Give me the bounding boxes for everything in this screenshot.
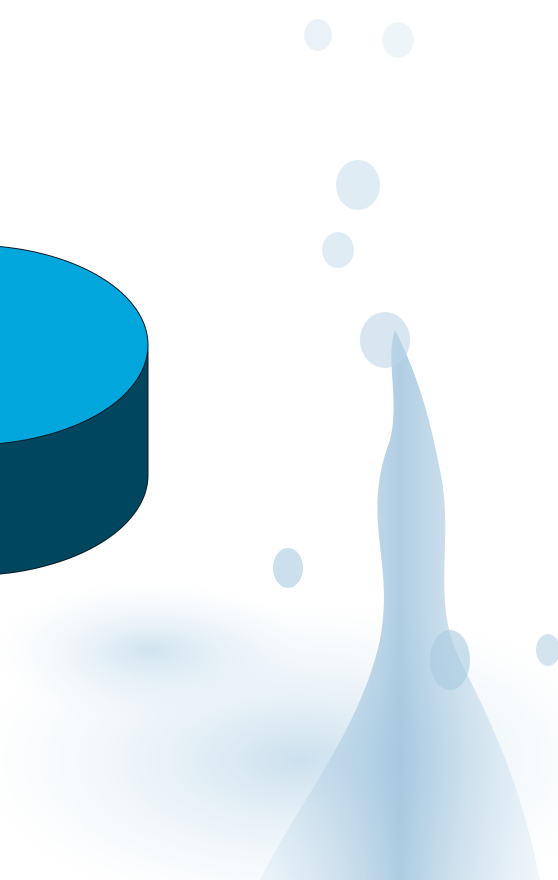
droplet <box>360 312 410 368</box>
water-splash <box>0 19 558 880</box>
droplet <box>304 19 332 51</box>
cylinder-disc <box>0 246 149 575</box>
droplet <box>430 630 470 690</box>
droplet <box>322 232 354 268</box>
cylinder-top <box>0 246 149 444</box>
splash-wave <box>0 580 310 720</box>
droplet <box>336 160 380 210</box>
splash-column <box>260 330 540 880</box>
droplet <box>536 634 558 666</box>
droplet <box>382 22 414 58</box>
droplet <box>273 548 303 588</box>
